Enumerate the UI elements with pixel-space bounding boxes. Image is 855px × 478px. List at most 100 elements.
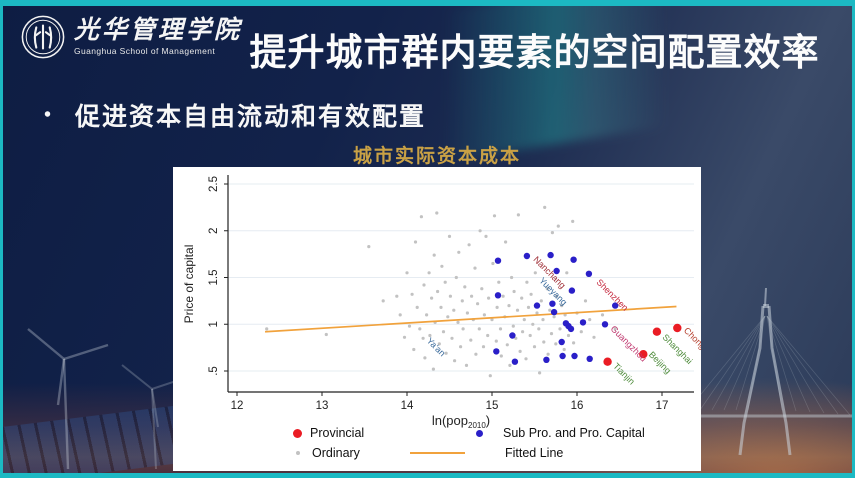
- scatter-point-2: [529, 292, 533, 296]
- scatter-point-2: [538, 371, 542, 375]
- scatter-point-1: [494, 257, 502, 264]
- scatter-point-2: [454, 275, 458, 280]
- scatter-point-2: [423, 356, 427, 360]
- scatter-point-2: [537, 327, 541, 331]
- chart-heading: 城市实际资本成本: [352, 146, 521, 167]
- scatter-point-1: [523, 252, 531, 260]
- scatter-point-2: [444, 351, 448, 355]
- scatter-point-2: [428, 333, 432, 338]
- y-tick-label: 2: [208, 228, 220, 234]
- scatter-point-2: [448, 294, 452, 298]
- scatter-point-2: [477, 327, 481, 331]
- scatter-point-2: [532, 345, 537, 349]
- scatter-point-2: [437, 342, 441, 346]
- scatter-point-2: [461, 327, 465, 331]
- scatter-point-2: [265, 327, 269, 331]
- scatter-point-2: [422, 283, 426, 287]
- scatter-point-2: [456, 320, 460, 324]
- city-label: Shenzhen: [594, 277, 630, 313]
- scatter-point-2: [476, 302, 480, 306]
- scatter-point-1: [579, 319, 587, 326]
- scatter-point-2: [583, 299, 588, 303]
- scatter-point-2: [367, 245, 371, 249]
- scatter-point-2: [430, 296, 434, 300]
- scatter-point-2: [499, 354, 503, 358]
- scatter-point-2: [465, 311, 469, 315]
- scatter-point-0: [639, 350, 648, 359]
- city-label: Tianjin: [611, 361, 637, 387]
- x-tick-label: 15: [486, 400, 499, 412]
- scatter-point-0: [652, 327, 662, 336]
- scatter-point-1: [601, 321, 609, 328]
- scatter-point-2: [447, 234, 452, 238]
- scatter-point-2: [418, 327, 422, 331]
- scatter-point-2: [548, 308, 552, 312]
- scatter-point-2: [600, 313, 605, 317]
- slide-title: 提升城市群内要素的空间配置效率: [249, 33, 820, 74]
- scatter-point-2: [542, 340, 546, 344]
- scatter-point-2: [405, 271, 409, 275]
- scatter-point-2: [463, 285, 467, 289]
- scatter-point-2: [439, 305, 443, 309]
- scatter-point-2: [566, 333, 571, 338]
- bullet-text: 促进资本自由流动和有效配置: [75, 104, 427, 131]
- scatter-point-2: [435, 211, 439, 215]
- scatter-point-2: [554, 342, 558, 346]
- scatter-point-2: [481, 345, 486, 349]
- scatter-point-2: [535, 311, 539, 315]
- scatter-point-1: [570, 256, 577, 263]
- y-tick-label: 1.5: [208, 270, 220, 286]
- scatter-point-2: [398, 313, 402, 317]
- scatter-point-2: [508, 363, 512, 367]
- scatter-point-2: [381, 299, 385, 303]
- bullet-marker: •: [44, 103, 54, 126]
- scatter-point-1: [558, 338, 565, 346]
- scatter-point-2: [552, 315, 556, 319]
- scatter-point-2: [441, 330, 446, 334]
- scatter-point-2: [410, 292, 414, 296]
- scatter-point-2: [546, 352, 550, 356]
- slide-border-bottom: [0, 473, 855, 478]
- scatter-point-2: [436, 289, 440, 294]
- scatter-point-2: [545, 287, 549, 291]
- scatter-point-2: [507, 304, 511, 308]
- scatter-point-0: [673, 323, 682, 333]
- bullet-line: • 促进资本自由流动和有效配置: [44, 97, 426, 133]
- scatter-point-2: [492, 214, 497, 218]
- scatter-point-2: [511, 324, 515, 328]
- scatter-point-2: [443, 280, 447, 284]
- scatter-point-2: [504, 240, 508, 244]
- x-tick-label: 13: [316, 400, 329, 412]
- scatter-point-2: [560, 304, 564, 308]
- scatter-point-1: [586, 355, 593, 362]
- scatter-point-2: [522, 318, 526, 322]
- scatter-point-2: [531, 322, 535, 326]
- scatter-point-2: [550, 231, 554, 235]
- scatter-point-2: [419, 215, 423, 219]
- scatter-point-2: [494, 339, 498, 343]
- fitted-line: [264, 305, 677, 333]
- scatter-point-2: [516, 213, 520, 217]
- x-tick-label: 17: [656, 400, 669, 412]
- scatter-point-1: [543, 356, 550, 363]
- scatter-point-2: [512, 289, 516, 294]
- scatter-point-1: [585, 270, 593, 277]
- scatter-point-2: [558, 327, 562, 331]
- scatter-point-1: [568, 287, 576, 294]
- scatter-point-2: [579, 330, 583, 334]
- scatter-point-2: [562, 347, 566, 352]
- scatter-point-2: [520, 296, 524, 300]
- scatter-point-2: [514, 336, 518, 340]
- scatter-point-2: [521, 330, 525, 334]
- scatter-point-2: [495, 305, 499, 309]
- scatter-point-2: [427, 271, 431, 275]
- scatter-point-2: [446, 315, 450, 319]
- scatter-point-2: [488, 374, 492, 378]
- scatter-point-2: [407, 324, 412, 328]
- scatter-point-2: [541, 318, 545, 322]
- scatter-point-2: [543, 205, 547, 209]
- scatter-point-2: [497, 280, 501, 284]
- scatter-point-1: [533, 302, 541, 309]
- x-tick-label: 12: [231, 400, 244, 412]
